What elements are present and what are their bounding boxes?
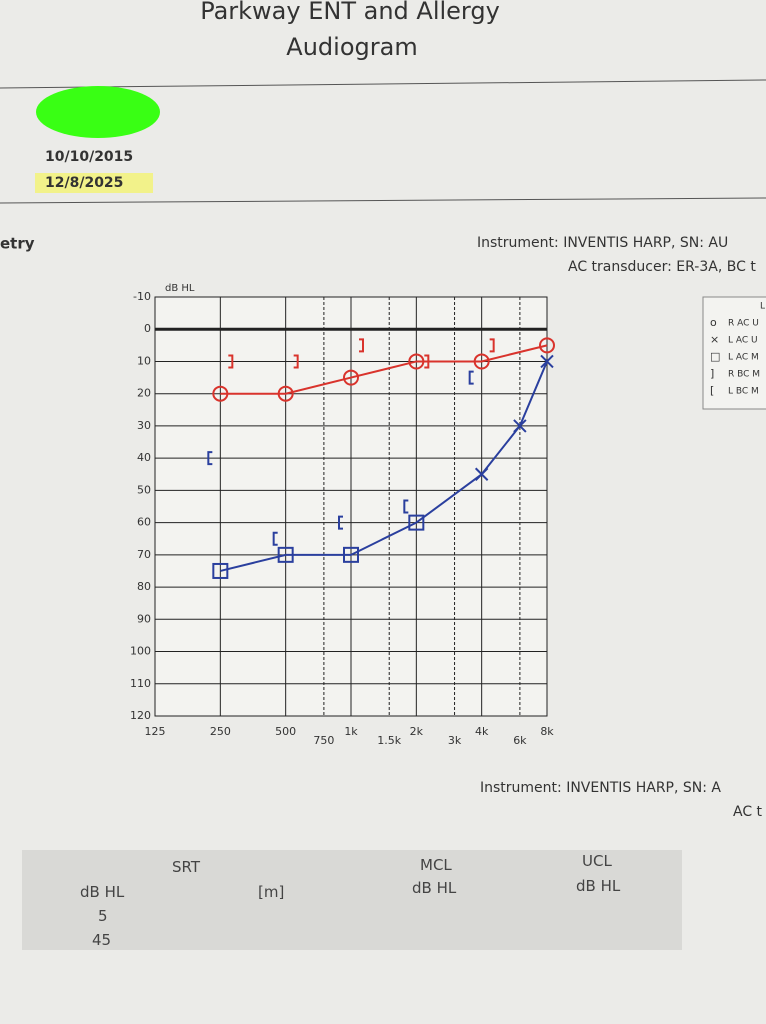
marker (343, 546, 359, 563)
unit: dB HL (412, 879, 457, 897)
y-tick-label: 50 (137, 483, 151, 496)
marker (468, 370, 474, 385)
legend-label: R BC M (728, 370, 760, 380)
legend-title: L (760, 302, 765, 312)
marker (489, 338, 495, 353)
cell: 5 (98, 907, 108, 925)
marker (277, 546, 294, 563)
x-tick-label: 2k (410, 725, 424, 738)
marker (212, 385, 229, 402)
speech-table: SRT MCL UCL dB HL [m] dB HL dB HL 5 45 (22, 850, 682, 950)
legend-symbol: [ (710, 384, 714, 397)
redaction (36, 86, 160, 138)
marker (408, 514, 425, 531)
y-tick-label: 40 (137, 451, 151, 464)
unit: dB HL (80, 883, 125, 901)
y-tick-label: 30 (137, 419, 151, 432)
cell: 45 (92, 931, 112, 949)
transducer: AC t (733, 804, 763, 820)
y-tick-label: 80 (137, 580, 151, 593)
y-tick-label: 10 (137, 354, 151, 367)
marker (513, 419, 527, 433)
marker (212, 562, 229, 579)
instrument: Instrument: INVENTIS HARP, SN: A (480, 780, 721, 796)
series-line (415, 473, 483, 524)
y-tick-label: 20 (137, 387, 151, 400)
header: UCL (582, 852, 612, 870)
x-tick-label: 6k (513, 734, 527, 747)
x-tick-label: 3k (448, 734, 462, 747)
y-tick-label: 0 (144, 322, 151, 335)
x-tick-label: 1.5k (377, 734, 401, 747)
rule (0, 79, 766, 89)
section: etry (0, 235, 35, 253)
y-tick-label: 90 (137, 612, 151, 625)
marker (359, 338, 364, 353)
legend-symbol: □ (710, 350, 720, 363)
legend-label: L AC U (728, 336, 758, 346)
instrument: Instrument: INVENTIS HARP, SN: AU (477, 235, 728, 251)
highlight (35, 173, 153, 193)
marker (473, 353, 490, 370)
y-label: dB HL (165, 283, 195, 294)
marker (293, 354, 299, 369)
x-tick-label: 250 (210, 725, 231, 738)
marker (277, 385, 294, 402)
marker (343, 369, 359, 386)
y-tick-label: 120 (130, 709, 151, 722)
header: MCL (420, 856, 452, 874)
y-tick-label: -10 (133, 290, 151, 303)
transducer: AC transducer: ER-3A, BC t (568, 259, 756, 275)
legend-symbol: × (710, 333, 719, 346)
y-tick-label: 100 (130, 645, 151, 658)
y-tick-label: 60 (137, 516, 151, 529)
marker (403, 499, 409, 514)
clinic: Parkway ENT and Allergy (200, 0, 500, 25)
legend-label: L BC M (728, 387, 759, 397)
legend (702, 296, 766, 410)
title: Audiogram (286, 33, 417, 61)
series-line (220, 521, 417, 572)
date: 12/8/2025 (45, 175, 123, 191)
marker (539, 337, 555, 354)
unit: [m] (258, 883, 285, 901)
x-tick-label: 8k (540, 725, 554, 738)
marker (540, 354, 554, 369)
marker (338, 515, 343, 530)
header: SRT (172, 858, 201, 876)
x-tick-label: 750 (313, 734, 334, 747)
series-line (220, 344, 548, 395)
marker (207, 451, 213, 466)
rule (0, 197, 766, 204)
marker (408, 353, 425, 370)
x-tick-label: 125 (145, 725, 166, 738)
legend-label: R AC U (728, 319, 759, 329)
date: 10/10/2015 (45, 149, 133, 165)
marker (424, 354, 430, 369)
y-tick-label: 110 (130, 677, 151, 690)
legend-symbol: ] (710, 367, 714, 380)
x-tick-label: 4k (475, 725, 489, 738)
marker (228, 354, 234, 369)
legend-label: L AC M (728, 353, 759, 363)
unit: dB HL (576, 877, 621, 895)
marker (272, 531, 278, 546)
x-tick-label: 500 (275, 725, 296, 738)
y-tick-label: 70 (137, 548, 151, 561)
legend-symbol: o (710, 316, 717, 329)
x-tick-label: 1k (344, 725, 358, 738)
